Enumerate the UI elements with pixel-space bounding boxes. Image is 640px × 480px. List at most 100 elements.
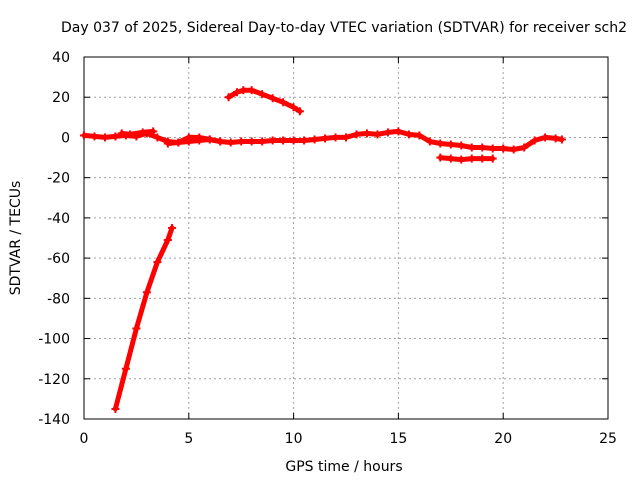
data-point — [100, 133, 109, 142]
data-point — [415, 131, 424, 140]
data-point — [478, 154, 487, 163]
data-point — [268, 94, 277, 103]
data-point — [478, 143, 487, 152]
tick-labels: 0 5 10 15 20 25 -140 -120 -100 -80 -60 -40 -20 0 20 40 — [38, 50, 617, 447]
data-point — [195, 136, 204, 145]
data-point — [132, 324, 141, 333]
data-point — [289, 103, 298, 112]
y-tick-label: 20 — [52, 90, 70, 106]
data-point — [446, 140, 455, 149]
data-point — [268, 136, 277, 145]
data-point — [163, 236, 172, 245]
data-point — [425, 137, 434, 146]
grid-lines — [84, 57, 608, 419]
data-point — [352, 130, 361, 139]
x-axis-title: GPS time / hours — [285, 459, 402, 475]
data-point — [295, 107, 304, 116]
x-tick-label: 20 — [494, 431, 512, 447]
data-point — [149, 127, 158, 136]
series-line — [119, 128, 156, 137]
data-point — [446, 154, 455, 163]
data-point — [205, 135, 214, 144]
data-point — [310, 135, 319, 144]
data-point — [436, 153, 445, 162]
data-point — [153, 133, 162, 142]
data-series — [80, 86, 566, 413]
data-point — [174, 138, 183, 147]
x-tick-label: 0 — [80, 431, 89, 447]
data-point — [216, 137, 225, 146]
data-point — [551, 134, 560, 143]
y-axis-title: SDTVAR / TECUs — [8, 181, 24, 296]
data-point — [224, 93, 233, 102]
data-point — [530, 136, 539, 145]
data-point — [499, 144, 508, 153]
y-tick-label: 40 — [52, 50, 70, 66]
data-point — [457, 155, 466, 164]
y-tick-label: -140 — [38, 412, 70, 428]
series-lower-segment — [436, 153, 497, 164]
axis-ticks — [83, 56, 609, 420]
data-point — [138, 128, 147, 137]
data-point — [184, 137, 193, 146]
series-secondary-segment-a — [117, 127, 158, 139]
data-point — [541, 133, 550, 142]
data-point — [436, 139, 445, 148]
data-point — [258, 137, 267, 146]
data-point — [247, 86, 256, 95]
data-point — [467, 143, 476, 152]
data-point — [509, 145, 518, 154]
data-point — [126, 130, 135, 139]
data-point — [488, 154, 497, 163]
data-point — [168, 223, 177, 232]
y-tick-label: -100 — [38, 332, 70, 348]
series-steep-descent-arc — [111, 223, 177, 413]
x-tick-label: 15 — [389, 431, 407, 447]
data-point — [467, 154, 476, 163]
plot-area-frame — [83, 56, 609, 420]
data-point — [163, 139, 172, 148]
y-tick-label: -120 — [38, 372, 70, 388]
data-point — [404, 130, 413, 139]
data-point — [117, 129, 126, 138]
data-point — [279, 98, 288, 107]
y-tick-label: -60 — [47, 251, 70, 267]
data-point — [383, 128, 392, 137]
data-point — [331, 133, 340, 142]
x-tick-label: 5 — [184, 431, 193, 447]
y-tick-label: -20 — [47, 171, 70, 187]
data-point — [373, 130, 382, 139]
data-point — [233, 88, 242, 97]
data-point — [258, 90, 267, 99]
data-point — [362, 129, 371, 138]
data-point — [121, 364, 130, 373]
data-point — [342, 133, 350, 142]
data-point — [80, 131, 88, 140]
data-point — [279, 136, 288, 145]
data-point — [300, 136, 309, 145]
data-point — [111, 132, 120, 141]
y-tick-label: -40 — [47, 211, 70, 227]
series-secondary-segment-b — [163, 135, 225, 148]
data-point — [153, 258, 162, 267]
data-point — [557, 135, 566, 144]
data-point — [237, 137, 246, 146]
y-tick-label: -80 — [47, 291, 70, 307]
x-tick-label: 10 — [285, 431, 303, 447]
data-point — [90, 132, 99, 141]
data-point — [226, 138, 235, 147]
data-point — [247, 137, 256, 146]
data-point — [394, 127, 403, 136]
data-point — [520, 143, 529, 152]
data-point — [239, 86, 248, 95]
chart-title: Day 037 of 2025, Sidereal Day-to-day VTE… — [61, 20, 627, 36]
x-tick-label: 25 — [599, 431, 617, 447]
data-point — [111, 404, 120, 413]
series-upper-arc — [224, 86, 304, 116]
data-point — [289, 136, 298, 145]
data-point — [142, 288, 151, 297]
data-point — [488, 144, 497, 153]
data-point — [457, 141, 466, 150]
